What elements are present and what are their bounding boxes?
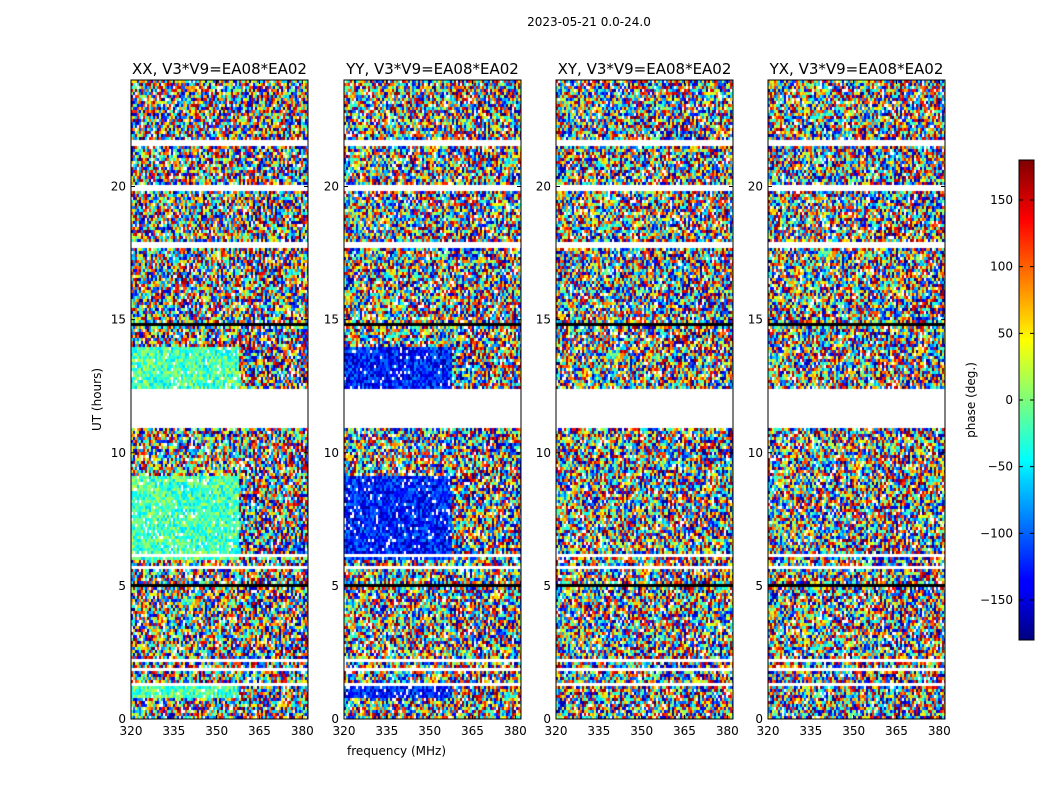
axes-frame-0: [130, 79, 309, 720]
y-tick-label: 20: [324, 180, 339, 194]
y-tick-label: 10: [111, 446, 126, 460]
y-tick-label: 5: [331, 579, 339, 593]
x-tick-label: 380: [716, 724, 739, 738]
x-tick-label: 320: [545, 724, 568, 738]
y-tick-label: 5: [543, 579, 551, 593]
y-tick-label: 20: [536, 180, 551, 194]
colorbar: −150 −100 −50 0 50 100 150 phase (deg.): [964, 159, 1035, 641]
x-tick-label: 365: [461, 724, 484, 738]
colorbar-tick-label: 150: [990, 193, 1013, 207]
x-tick-label: 335: [162, 724, 185, 738]
colorbar-tick-label: −50: [988, 460, 1013, 474]
x-tick-label: 380: [504, 724, 527, 738]
colorbar-tick-label: 50: [998, 326, 1013, 340]
y-tick-label: 15: [324, 313, 339, 327]
x-tick-label: 365: [673, 724, 696, 738]
panel-title-0: XX, V3*V9=EA08*EA02: [132, 60, 307, 78]
y-tick-label: 15: [748, 313, 763, 327]
y-tick-label: 20: [748, 180, 763, 194]
panel-title-3: YX, V3*V9=EA08*EA02: [769, 60, 944, 78]
x-tick-label: 350: [205, 724, 228, 738]
heatmap-0: [131, 80, 308, 719]
colorbar-tick-label: 100: [990, 260, 1013, 274]
x-tick-label: 320: [757, 724, 780, 738]
x-tick-label: 320: [120, 724, 143, 738]
y-tick-label: 10: [536, 446, 551, 460]
panel-1: YY, V3*V9=EA08*EA02 320 335 350 365 380 0 5 10 15…: [324, 60, 527, 758]
x-tick-label: 350: [630, 724, 653, 738]
x-tick-label: 335: [799, 724, 822, 738]
heatmap-1: [344, 80, 521, 719]
y-tick-label: 10: [748, 446, 763, 460]
x-tick-label: 320: [333, 724, 356, 738]
axes-frame-1: [343, 79, 522, 720]
axes-frame-3: [767, 79, 946, 720]
colorbar-label: phase (deg.): [964, 362, 978, 438]
x-tick-label: 365: [248, 724, 271, 738]
panel-title-2: XY, V3*V9=EA08*EA02: [558, 60, 732, 78]
y-tick-label: 0: [331, 712, 339, 726]
colorbar-tick-label: −150: [980, 593, 1013, 607]
y-axis-label: UT (hours): [90, 368, 104, 431]
x-tick-label: 350: [842, 724, 865, 738]
y-tick-label: 0: [543, 712, 551, 726]
y-tick-label: 5: [755, 579, 763, 593]
y-tick-label: 0: [755, 712, 763, 726]
x-tick-label: 380: [928, 724, 951, 738]
heatmap-3: [768, 80, 945, 719]
x-tick-label: 350: [418, 724, 441, 738]
x-axis-label: frequency (MHz): [347, 744, 446, 758]
panel-0: XX, V3*V9=EA08*EA02 320 335 350 365 380 0 5 10 15…: [90, 60, 314, 738]
axes-frame-2: [555, 79, 734, 720]
y-tick-label: 5: [118, 579, 126, 593]
panel-title-1: YY, V3*V9=EA08*EA02: [345, 60, 519, 78]
colorbar-tick-label: −100: [980, 526, 1013, 540]
y-tick-label: 20: [111, 180, 126, 194]
panel-2: XY, V3*V9=EA08*EA02 320 335 350 365 380 0 5 10 15…: [536, 60, 739, 738]
x-tick-label: 365: [885, 724, 908, 738]
colorbar-tick-label: 0: [1005, 393, 1013, 407]
x-tick-label: 380: [291, 724, 314, 738]
y-tick-label: 0: [118, 712, 126, 726]
y-tick-label: 10: [324, 446, 339, 460]
panel-3: YX, V3*V9=EA08*EA02 320 335 350 365 380 0 5 10 15…: [748, 60, 951, 738]
heatmap-2: [556, 80, 733, 719]
y-tick-label: 15: [111, 313, 126, 327]
figure-suptitle: 2023-05-21 0.0-24.0: [527, 15, 651, 29]
x-tick-label: 335: [587, 724, 610, 738]
x-tick-label: 335: [375, 724, 398, 738]
y-tick-label: 15: [536, 313, 551, 327]
